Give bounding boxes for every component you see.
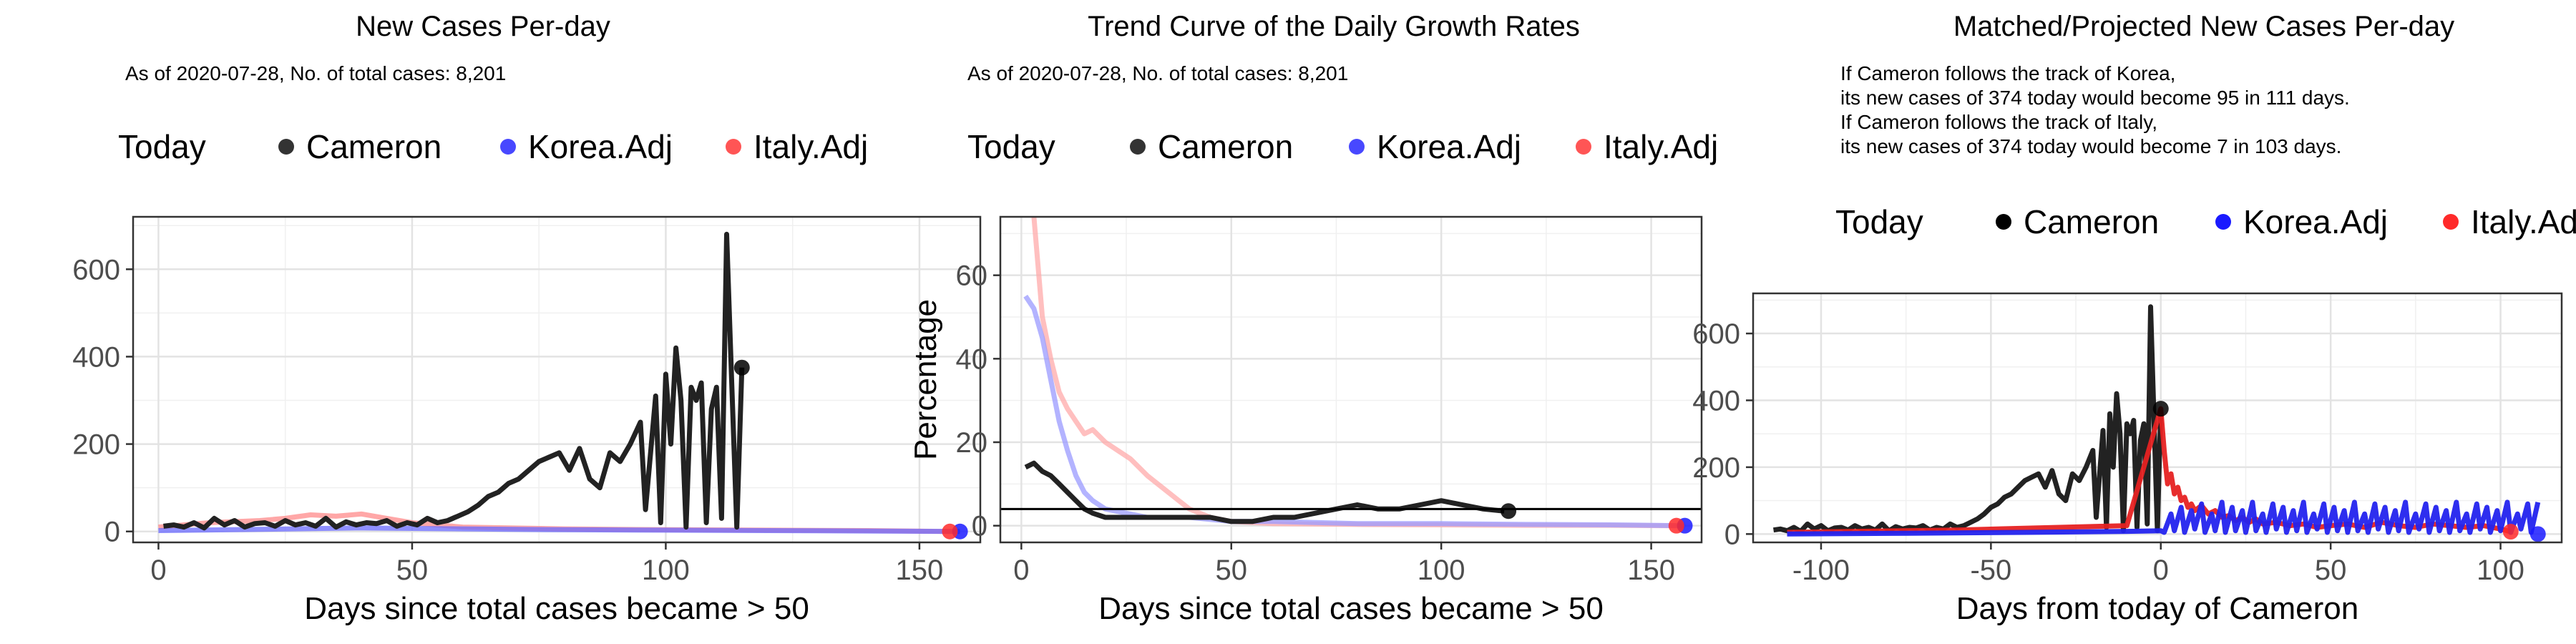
legend-label: Cameron [2024,203,2159,240]
legend-label: Italy.Adj [2471,203,2576,240]
chart-panel-2: Trend Curve of the Daily Growth Rates As … [908,11,1718,626]
x-tick-label: -50 [1970,555,2011,586]
today-point-cameron [733,359,750,376]
chart-subtitle: As of 2020-07-28, No. of total cases: 8,… [125,62,506,84]
y-tick-label: 200 [1692,452,1740,484]
legend-key [1996,214,2011,230]
legend-key [278,139,294,155]
chart-title: New Cases Per-day [356,11,610,42]
y-tick-label: 600 [1692,318,1740,350]
panel-border [132,215,982,544]
legend-key [2215,214,2231,230]
x-tick-label: 0 [1013,555,1029,586]
y-tick-label: 0 [1724,519,1740,550]
legend-key [1130,139,1146,155]
y-tick-label: 0 [972,511,987,542]
legend-key [500,139,516,155]
x-tick-label: 100 [642,555,690,586]
y-tick-label: 600 [72,254,120,286]
x-tick-label: 50 [1216,555,1248,586]
legend-label: Korea.Adj [2243,203,2388,240]
legend-key [2443,214,2459,230]
plot-area [1000,217,1702,542]
x-tick-label: 0 [150,555,166,586]
x-axis-label: Days since total cases became > 50 [304,591,809,626]
annotation-line: its new cases of 374 today would become … [1840,135,2341,157]
x-tick-label: 50 [396,555,429,586]
panel-border [1752,292,2563,544]
series-line-korea-adj [1787,499,2541,537]
y-tick-label: 400 [1692,385,1740,416]
legend-title: Today [967,128,1055,165]
x-tick-label: 150 [1627,555,1675,586]
x-axis-label: Days from today of Cameron [1956,591,2358,626]
legend-label: Italy.Adj [753,128,868,165]
panel-border [999,215,1703,544]
x-tick-label: 100 [1418,555,1465,586]
y-tick-label: 60 [956,260,988,292]
x-tick-label: 150 [896,555,944,586]
legend-label: Korea.Adj [528,128,673,165]
series-line-korea-adj [1023,294,1685,529]
legend-label: Italy.Adj [1604,128,1718,165]
series-group [1772,304,2541,537]
y-tick-label: 0 [104,517,120,548]
legend: Today Cameron Korea.Adj Italy.Adj [967,128,1718,165]
legend: Today Cameron Korea.Adj Italy.Adj [118,128,868,165]
y-tick-label: 200 [72,429,120,461]
series-group [1023,217,1685,529]
today-point-korea-adj [2529,526,2546,542]
x-tick-label: 50 [2315,555,2347,586]
legend-label: Korea.Adj [1377,128,1521,165]
legend-key [1349,139,1365,155]
legend-key [726,139,741,155]
chart-subtitle: As of 2020-07-28, No. of total cases: 8,… [967,62,1348,84]
x-tick-label: 0 [2153,555,2169,586]
chart-title: Matched/Projected New Cases Per-day [1953,11,2454,42]
legend: Today Cameron Korea.Adj Italy.Adj [1835,203,2576,240]
today-point-cameron [1501,503,1517,519]
today-point-cameron [2152,401,2169,417]
annotation-line: If Cameron follows the track of Korea, [1840,62,2175,84]
y-tick-label: 40 [956,343,988,375]
today-point-italy-adj [1668,517,1684,534]
annotation-line: If Cameron follows the track of Italy, [1840,111,2157,133]
y-axis-label: Percentage [908,299,943,460]
today-point-italy-adj [942,523,958,540]
chart-panel-1: New Cases Per-day As of 2020-07-28, No. o… [72,11,982,626]
x-axis-label: Days since total cases became > 50 [1098,591,1604,626]
annotation-line: its new cases of 374 today would become … [1840,87,2350,109]
legend-label: Cameron [1158,128,1293,165]
x-tick-label: 100 [2477,555,2524,586]
legend-key [1576,139,1591,155]
legend-label: Cameron [306,128,441,165]
today-point-italy-adj [2502,524,2519,540]
y-tick-label: 400 [72,341,120,373]
chart-title: Trend Curve of the Daily Growth Rates [1088,11,1580,42]
legend-title: Today [1835,203,1923,240]
series-line-cameron [1024,460,1505,525]
chart-panel-3: Matched/Projected New Cases Per-day If Ca… [1692,11,2576,626]
series-line-korea-adj [158,525,960,535]
series-line-cameron [163,231,745,531]
plot-area [133,217,980,542]
y-tick-label: 20 [956,427,988,459]
legend-title: Today [118,128,206,165]
x-tick-label: -100 [1792,555,1850,586]
series-group [158,231,960,535]
